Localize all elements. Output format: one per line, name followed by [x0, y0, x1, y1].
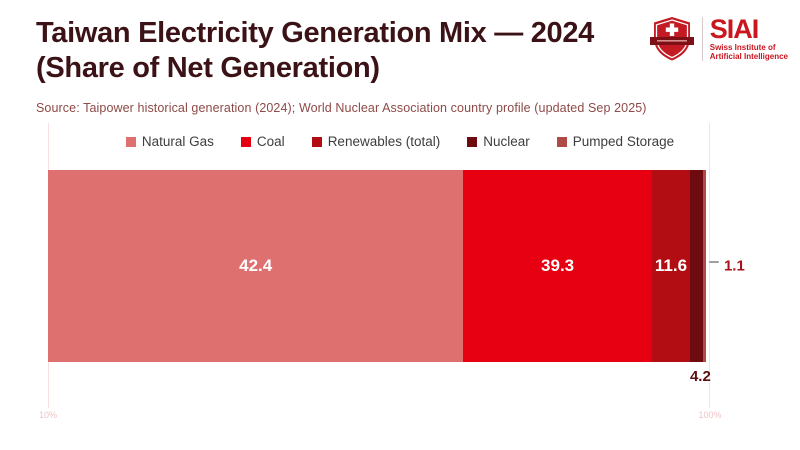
value-label-natural-gas: 42.4	[239, 256, 273, 275]
bar-segment-coal: 39.3	[463, 170, 652, 362]
bar-segment-pumped-storage	[702, 170, 706, 362]
siai-logo: SIAI Swiss Institute of Artificial Intel…	[649, 15, 788, 62]
legend-swatch-coal	[240, 136, 251, 147]
value-label-pumped-storage: 1.1	[723, 257, 745, 275]
stacked-bar: 42.4 39.3 11.6	[48, 170, 710, 362]
legend-label-natural-gas: Natural Gas	[141, 134, 214, 149]
value-label-renewables-total: 11.6	[654, 256, 688, 275]
legend-item-coal: Coal	[240, 134, 285, 149]
callout-line-pumped-storage	[708, 261, 719, 263]
bar-segment-renewables-total: 11.6	[651, 170, 691, 362]
logo-name: SIAI	[709, 13, 760, 44]
legend-item-pumped-storage: Pumped Storage	[556, 134, 675, 149]
source-note: Source: Taipower historical generation (…	[36, 101, 647, 115]
logo-text: SIAI Swiss Institute of Artificial Intel…	[709, 13, 788, 61]
legend-swatch-nuclear	[467, 136, 478, 147]
x-tick-max: 100%	[698, 410, 722, 420]
chart-legend: Natural Gas Coal Renewables (total) Nuclear…	[0, 134, 800, 149]
logo-subtitle-line1: Swiss Institute of	[709, 42, 776, 52]
bar-segment-natural-gas: 42.4	[48, 170, 464, 362]
legend-swatch-natural-gas	[125, 136, 136, 147]
logo-divider	[701, 16, 703, 61]
value-label-nuclear: 4.2	[689, 368, 711, 385]
logo-subtitle-line2: Artificial Intelligence	[709, 52, 788, 61]
plot-area: 10% 100% 42.4 39.3 11.6 4.2 1.1	[39, 123, 745, 420]
bar-segment-nuclear	[690, 170, 703, 362]
legend-item-renewables-total: Renewables (total)	[311, 134, 441, 149]
legend-label-nuclear: Nuclear	[483, 134, 530, 149]
siai-shield-icon	[649, 17, 694, 61]
value-label-coal: 39.3	[541, 256, 575, 275]
axis-line-right	[709, 123, 710, 408]
legend-item-nuclear: Nuclear	[467, 134, 530, 149]
legend-label-coal: Coal	[256, 134, 285, 149]
legend-label-renewables-total: Renewables (total)	[327, 134, 441, 149]
x-tick-min: 10%	[38, 410, 58, 420]
page-title: Taiwan Electricity Generation Mix — 2024…	[36, 17, 595, 84]
legend-swatch-renewables-total	[311, 136, 322, 147]
legend-item-natural-gas: Natural Gas	[125, 134, 214, 149]
legend-label-pumped-storage: Pumped Storage	[572, 134, 675, 149]
legend-swatch-pumped-storage	[556, 136, 567, 147]
